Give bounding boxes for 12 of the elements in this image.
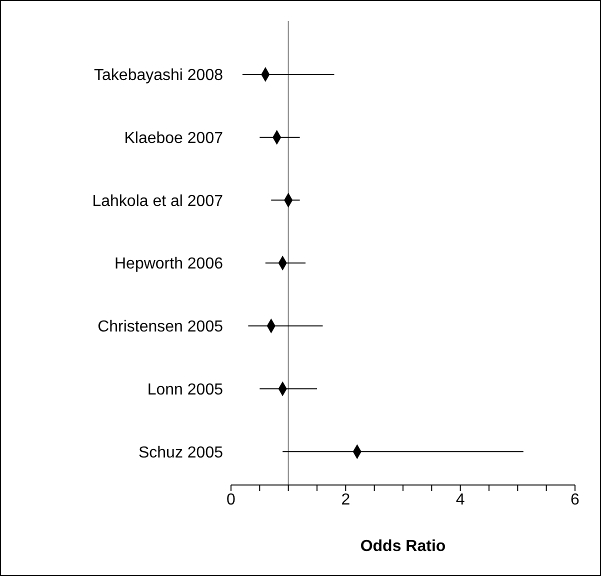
y-tick-label: Lonn 2005 xyxy=(147,381,224,398)
y-tick-label: Hepworth 2006 xyxy=(114,256,224,273)
y-tick-label: Christensen 2005 xyxy=(98,318,224,336)
y-tick-label: Klaeboe 2007 xyxy=(124,130,224,147)
x-tick-label: 6 xyxy=(570,491,580,508)
x-tick-label: 4 xyxy=(456,491,465,508)
x-axis-title: Odds Ratio xyxy=(360,538,446,555)
y-tick-label: Takebayashi 2008 xyxy=(94,67,224,84)
x-tick-label: 0 xyxy=(226,491,236,508)
x-tick-label: 2 xyxy=(341,491,350,508)
y-tick-label: Lahkola et al 2007 xyxy=(92,192,224,210)
y-tick-label: Schuz 2005 xyxy=(138,444,224,462)
